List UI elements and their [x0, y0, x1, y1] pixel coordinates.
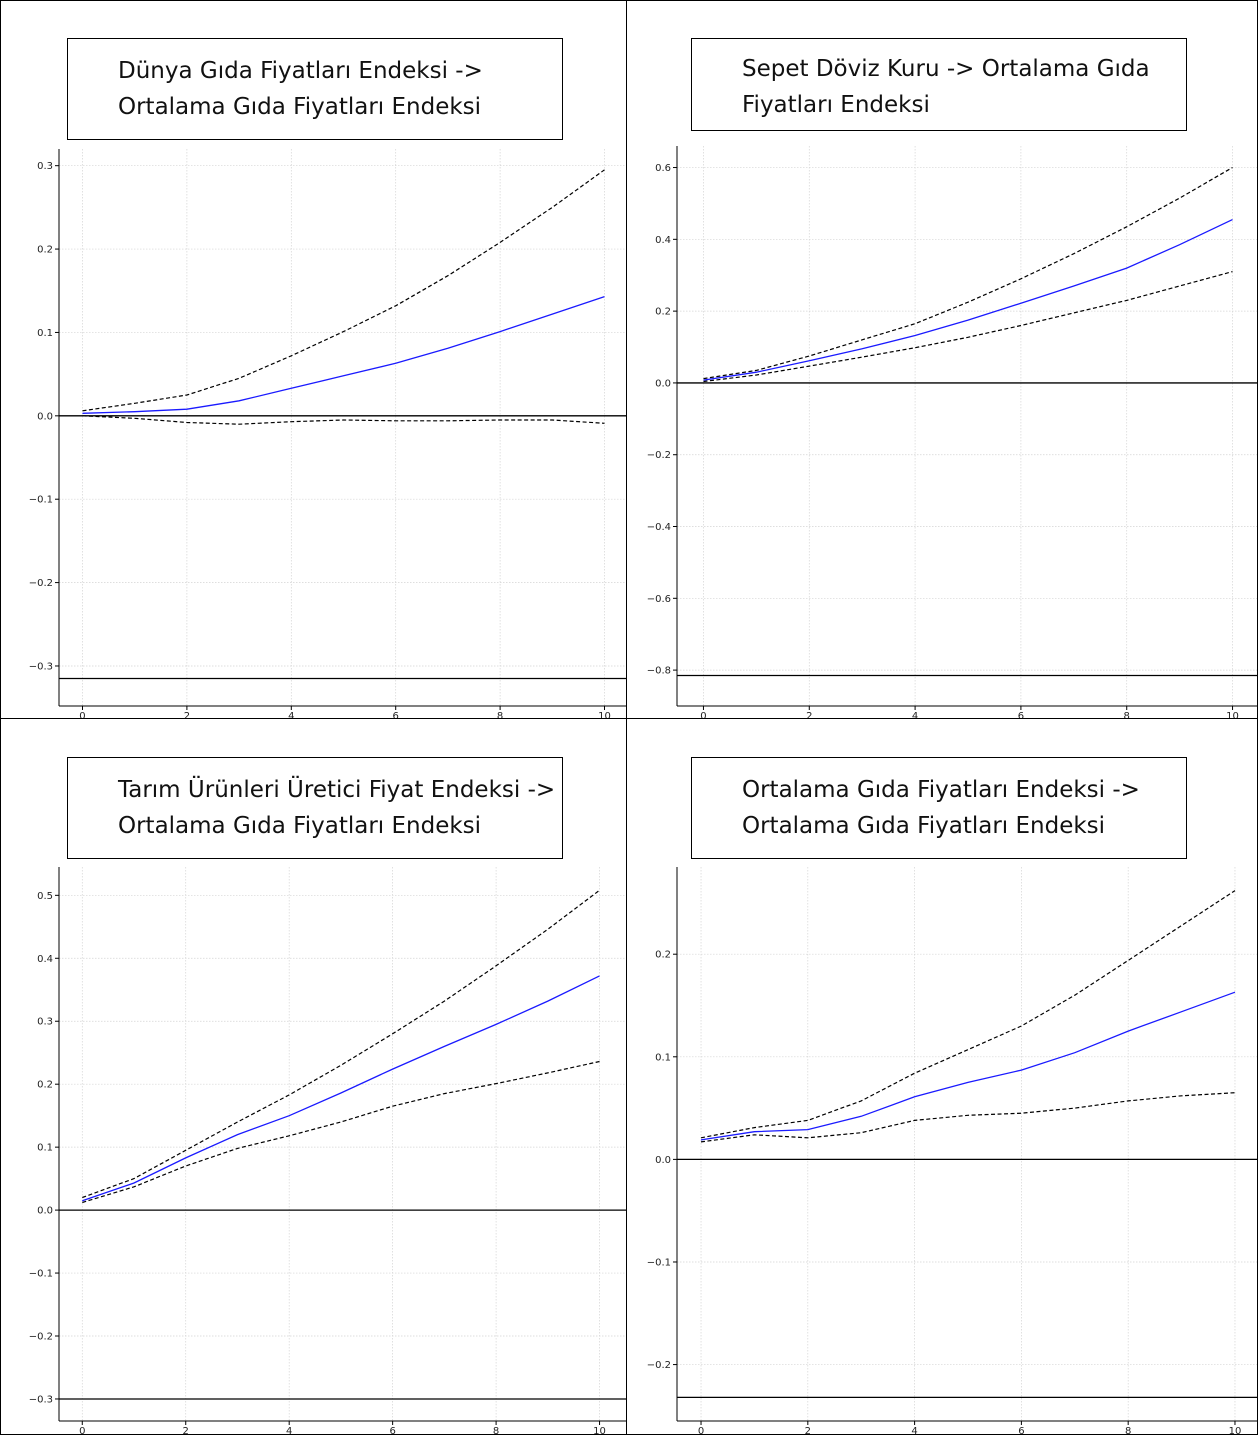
panel-title-line-2: Ortalama Gıda Fiyatları Endeksi — [742, 813, 1106, 839]
x-tick-label: 2 — [183, 1426, 189, 1435]
confidence-band-line — [700, 890, 1236, 1139]
y-tick-label: 0.0 — [655, 378, 671, 389]
confidence-band-line — [82, 889, 600, 1199]
y-tick-label: 0.0 — [655, 1155, 671, 1166]
x-tick-label: 0 — [79, 1426, 85, 1435]
x-tick-label: 4 — [288, 711, 294, 719]
response-line — [82, 975, 600, 1202]
y-tick-label: −0.1 — [29, 1269, 53, 1280]
y-tick-label: −0.6 — [647, 594, 671, 605]
panel-title-box: Tarım Ürünleri Üretici Fiyat Endeksi -> … — [67, 757, 563, 859]
line-chart: −0.3 −0.2 −0.1 0.0 0.1 0.2 0.3 0 2 4 6 8 10 — [29, 149, 626, 719]
y-tick-label: 0.3 — [37, 161, 53, 172]
panel-title-line-1: Dünya Gıda Fiyatları Endeksi -> — [118, 58, 483, 84]
x-tick-label: 2 — [184, 711, 190, 719]
line-chart: −0.3 −0.2 −0.1 0.0 0.1 0.2 0.3 0.4 0.5 0 2 4 6 8 10 — [29, 867, 626, 1435]
x-tick-label: 8 — [1125, 1426, 1131, 1435]
confidence-band-line — [82, 169, 605, 412]
panel-title-box: Sepet Döviz Kuru -> Ortalama Gıda Fiyatl… — [691, 38, 1187, 131]
x-tick-label: 8 — [1124, 711, 1130, 719]
y-tick-label: 0.2 — [655, 950, 671, 961]
panel-title-line-2: Ortalama Gıda Fiyatları Endeksi — [118, 94, 482, 120]
x-tick-label: 10 — [598, 711, 611, 719]
confidence-band-line — [82, 1060, 600, 1204]
y-tick-label: −0.3 — [29, 661, 53, 672]
y-tick-label: 0.0 — [37, 411, 53, 422]
y-tick-label: −0.1 — [29, 495, 53, 506]
response-line — [82, 295, 605, 414]
x-tick-label: 6 — [1018, 1426, 1024, 1435]
x-tick-label: 4 — [912, 711, 918, 719]
panel-4: Ortalama Gıda Fiyatları Endeksi -> Ortal… — [626, 718, 1258, 1435]
y-tick-label: −0.2 — [29, 578, 53, 589]
x-tick-label: 2 — [805, 1426, 811, 1435]
y-tick-label: 0.4 — [37, 954, 53, 965]
y-tick-label: −0.3 — [29, 1394, 53, 1405]
x-tick-label: 10 — [1226, 711, 1239, 719]
panel-title-line-1: Tarım Ürünleri Üretici Fiyat Endeksi -> — [118, 777, 556, 803]
panel-title-line-2: Ortalama Gıda Fiyatları Endeksi — [118, 813, 482, 839]
y-tick-label: −0.2 — [647, 1360, 671, 1371]
y-tick-label: 0.0 — [37, 1206, 53, 1217]
response-line — [703, 219, 1233, 381]
x-tick-label: 4 — [911, 1426, 917, 1435]
panel-title-line-1: Ortalama Gıda Fiyatları Endeksi -> — [742, 777, 1140, 803]
line-chart: −0.2 −0.1 0.0 0.1 0.2 0 2 4 6 8 10 — [647, 867, 1257, 1435]
response-line — [700, 991, 1236, 1141]
y-tick-label: 0.3 — [37, 1017, 53, 1028]
y-tick-label: 0.2 — [37, 1080, 53, 1091]
panel-3: Tarım Ürünleri Üretici Fiyat Endeksi -> … — [0, 718, 627, 1435]
x-tick-label: 10 — [1229, 1426, 1242, 1435]
y-tick-label: 0.1 — [655, 1052, 671, 1063]
x-tick-label: 6 — [389, 1426, 395, 1435]
y-tick-label: −0.8 — [647, 666, 671, 677]
x-tick-label: 8 — [497, 711, 503, 719]
confidence-band-line — [82, 415, 605, 425]
panel-title-box: Dünya Gıda Fiyatları Endeksi -> Ortalama… — [67, 38, 563, 140]
x-tick-label: 0 — [700, 711, 706, 719]
panel-title-line-2: Fiyatları Endeksi — [742, 92, 930, 118]
panel-title-line-1: Sepet Döviz Kuru -> Ortalama Gıda — [742, 56, 1150, 82]
y-tick-label: 0.5 — [37, 891, 53, 902]
confidence-band-line — [700, 1092, 1236, 1143]
y-tick-label: 0.2 — [37, 245, 53, 256]
x-tick-label: 0 — [79, 711, 85, 719]
confidence-band-line — [703, 271, 1233, 383]
y-tick-label: 0.6 — [655, 163, 671, 174]
line-chart: −0.8 −0.6 −0.4 −0.2 0.0 0.2 0.4 0.6 0 2 4 6 8 10 — [647, 146, 1257, 719]
y-tick-label: 0.1 — [37, 1143, 53, 1154]
panel-title-box: Ortalama Gıda Fiyatları Endeksi -> Ortal… — [691, 757, 1187, 859]
y-tick-label: 0.2 — [655, 307, 671, 318]
y-tick-label: 0.1 — [37, 328, 53, 339]
y-tick-label: −0.2 — [29, 1332, 53, 1343]
y-tick-label: −0.2 — [647, 450, 671, 461]
x-tick-label: 10 — [593, 1426, 606, 1435]
x-tick-label: 6 — [393, 711, 399, 719]
x-tick-label: 2 — [806, 711, 812, 719]
y-tick-label: −0.1 — [647, 1257, 671, 1268]
panel-1: Dünya Gıda Fiyatları Endeksi -> Ortalama… — [0, 0, 627, 719]
confidence-band-line — [703, 166, 1233, 380]
x-tick-label: 4 — [286, 1426, 292, 1435]
y-tick-label: 0.4 — [655, 235, 671, 246]
x-tick-label: 8 — [493, 1426, 499, 1435]
x-tick-label: 6 — [1018, 711, 1024, 719]
panel-2: Sepet Döviz Kuru -> Ortalama Gıda Fiyatl… — [626, 0, 1258, 719]
y-tick-label: −0.4 — [647, 522, 671, 533]
x-tick-label: 0 — [698, 1426, 704, 1435]
